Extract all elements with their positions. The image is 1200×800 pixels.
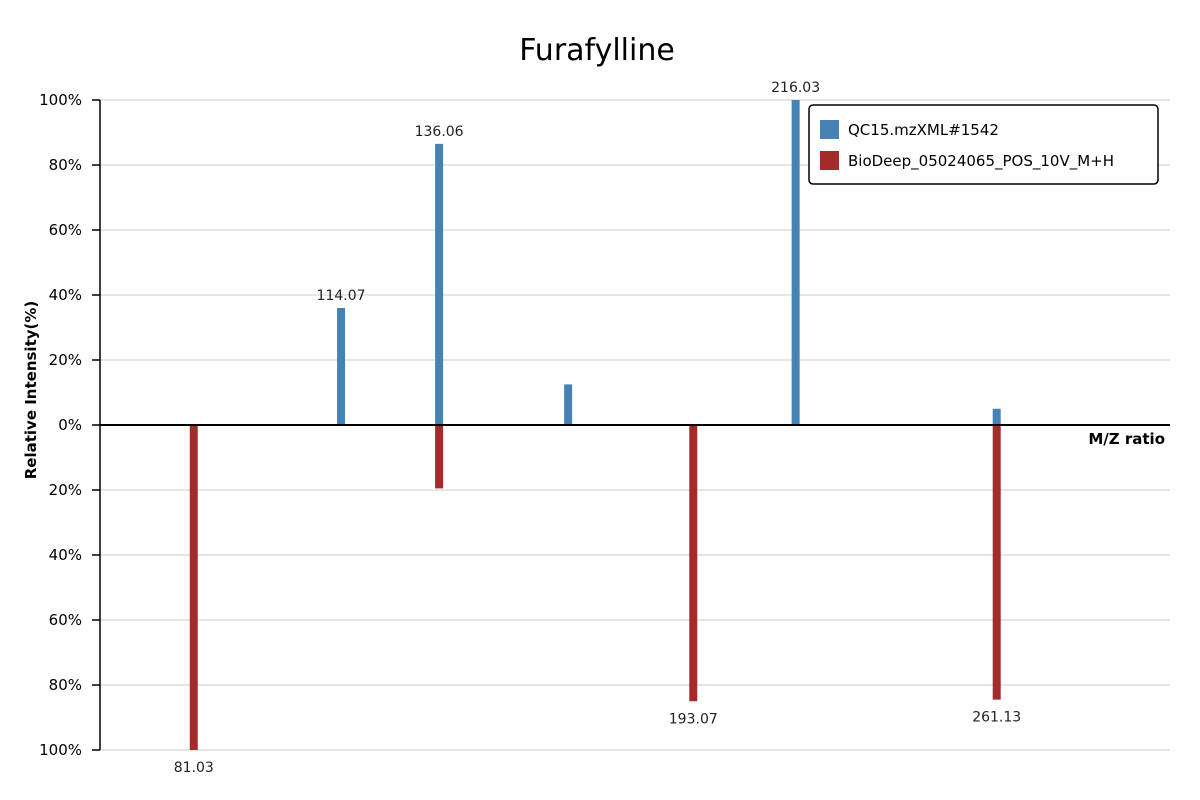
- bars: [189, 100, 1001, 750]
- y-tick-label: 40%: [49, 286, 82, 304]
- bar-series-1: [791, 100, 800, 425]
- legend-swatch-series-2: [820, 151, 839, 170]
- bar-series-2: [689, 425, 698, 702]
- bar-data-label: 261.13: [972, 710, 1021, 726]
- legend-entry-series-2: BioDeep_05024065_POS_10V_M+H: [848, 152, 1114, 171]
- bar-data-label: 114.07: [317, 288, 366, 304]
- y-tick-label: 60%: [49, 221, 82, 239]
- legend-swatch-series-1: [820, 120, 839, 139]
- y-tick-label: 100%: [39, 741, 82, 759]
- legend-box: [808, 104, 1159, 185]
- y-axis-label: Relative Intensity(%): [22, 301, 40, 480]
- y-tick-label: 20%: [49, 481, 82, 499]
- bar-series-2: [992, 425, 1001, 700]
- y-axis-ticks: 100% 80% 60% 40% 20% 0% 20% 40% 60% 80% 100%: [39, 91, 100, 759]
- y-tick-label: 40%: [49, 546, 82, 564]
- bar-data-label: 81.03: [174, 760, 214, 776]
- y-tick-label: 20%: [49, 351, 82, 369]
- bar-data-label: 193.07: [669, 711, 718, 727]
- bar-series-1: [337, 308, 346, 425]
- bar-series-1: [435, 143, 444, 425]
- bar-series-1: [992, 408, 1001, 425]
- legend: QC15.mzXML#1542 BioDeep_05024065_POS_10V…: [808, 104, 1159, 185]
- y-tick-label: 60%: [49, 611, 82, 629]
- bar-labels: 114.07 136.06 216.03 81.03 193.07 261.13: [174, 80, 1021, 776]
- x-axis-label: M/Z ratio: [1088, 430, 1165, 448]
- chart-title: Furafylline: [519, 33, 675, 68]
- bar-data-label: 136.06: [415, 124, 464, 140]
- bar-series-2: [189, 425, 198, 750]
- y-tick-label: 80%: [49, 676, 82, 694]
- y-tick-label: 80%: [49, 156, 82, 174]
- y-tick-label: 100%: [39, 91, 82, 109]
- y-tick-label: 0%: [58, 416, 82, 434]
- bar-series-1: [564, 384, 573, 425]
- gridlines: [100, 99, 1170, 751]
- bar-series-2: [435, 425, 444, 489]
- bar-data-label: 216.03: [771, 80, 820, 96]
- legend-entry-series-1: QC15.mzXML#1542: [848, 121, 999, 139]
